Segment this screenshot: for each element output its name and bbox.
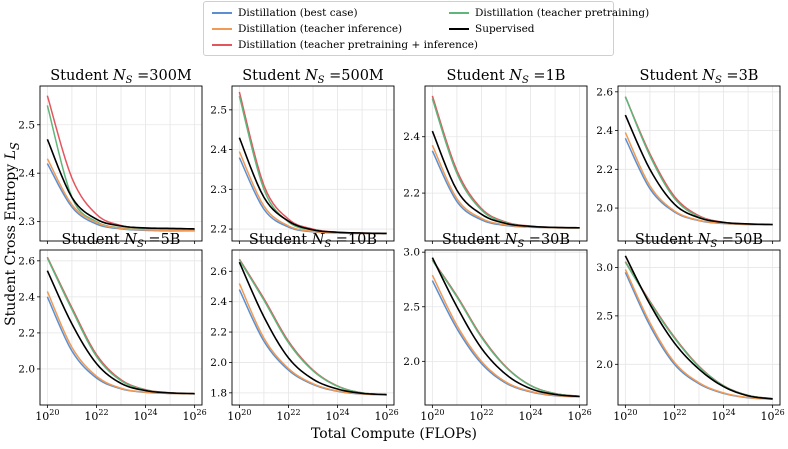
y-tick-label: 2.2 xyxy=(210,327,227,339)
subplot-student-n-s-5b: 2.0 2.2 2.4 2.6 1020 1022 1024 1026 Student NS =… xyxy=(18,232,206,423)
legend-label: Distillation (teacher pretraining + infe… xyxy=(238,39,479,51)
plot-frame xyxy=(39,85,203,242)
y-tick-label: 2.5 xyxy=(210,104,227,116)
series-line-distillation-teacher-inference xyxy=(431,274,580,398)
legend: Distillation (best case) Distillation (t… xyxy=(203,1,649,56)
legend-item-supervised: Supervised xyxy=(449,21,535,37)
plot-frame xyxy=(424,249,588,406)
y-tick-label: 3.0 xyxy=(596,262,613,274)
subplot-title: Student NS =3B xyxy=(640,68,759,86)
subplot-title: Student NS =500M xyxy=(242,68,384,86)
y-tick-label: 2.5 xyxy=(403,301,420,313)
subplot-title: Student NS =1B xyxy=(447,68,566,86)
x-tick-label: 1026 xyxy=(761,408,785,423)
legend-item-teacher-pretraining: Distillation (teacher pretraining) xyxy=(449,5,649,21)
x-tick-label: 1024 xyxy=(325,408,349,423)
x-tick-label: 1022 xyxy=(662,408,686,423)
series-line-supervised xyxy=(46,270,195,395)
subplot-title: Student NS =10B xyxy=(249,232,377,250)
x-tick-label: 1020 xyxy=(613,408,637,423)
x-tick-label: 1022 xyxy=(469,408,493,423)
subplot-student-n-s-1b: 2.2 2.4 Student NS =1B xyxy=(403,68,588,244)
y-tick-label: 2.4 xyxy=(18,168,35,180)
y-tick-label: 2.0 xyxy=(596,359,613,371)
plot-frame xyxy=(424,85,588,242)
y-tick-label: 1.8 xyxy=(210,387,227,399)
legend-swatch xyxy=(212,28,232,30)
y-tick-label: 2.0 xyxy=(18,363,35,375)
y-tick-label: 2.5 xyxy=(596,310,613,322)
y-tick-label: 2.2 xyxy=(596,164,613,176)
legend-swatch xyxy=(449,28,469,30)
x-tick-label: 1024 xyxy=(711,408,735,423)
y-tick-label: 2.4 xyxy=(210,144,227,156)
y-tick-label: 2.6 xyxy=(596,86,613,98)
x-tick-label: 1024 xyxy=(133,408,157,423)
plot-frame xyxy=(617,249,781,406)
y-tick-label: 2.2 xyxy=(210,224,227,236)
legend-label: Distillation (teacher inference) xyxy=(238,23,403,35)
series-line-distillation-teacher-inference xyxy=(624,269,773,400)
subplot-student-n-s-300m: 2.3 2.4 2.5 Student NS =300M xyxy=(18,68,203,244)
x-tick-label: 1020 xyxy=(227,408,251,423)
legend-item-teacher-inference: Distillation (teacher inference) xyxy=(212,21,402,37)
subplot-title: Student NS =50B xyxy=(635,232,763,250)
y-tick-label: 2.4 xyxy=(596,125,613,137)
series-line-supervised xyxy=(624,255,773,400)
series-line-supervised xyxy=(46,138,195,230)
series-line-distillation-teacher-inference xyxy=(46,158,195,232)
y-tick-label: 2.0 xyxy=(403,356,420,368)
y-tick-label: 2.2 xyxy=(403,188,420,200)
plot-frame xyxy=(39,249,203,406)
y-axis-label: Student Cross Entropy LS xyxy=(3,142,22,326)
y-tick-label: 2.4 xyxy=(210,296,227,308)
legend-label: Distillation (best case) xyxy=(238,7,358,19)
y-tick-label: 3.0 xyxy=(403,247,420,259)
y-tick-label: 2.4 xyxy=(18,291,35,303)
legend-swatch xyxy=(212,44,232,46)
subplot-title: Student NS =5B xyxy=(62,232,181,250)
subplot-title: Student NS =300M xyxy=(50,68,192,86)
subplot-student-n-s-3b: 2.0 2.2 2.4 2.6 Student NS =3B xyxy=(596,68,781,244)
x-tick-label: 1022 xyxy=(84,408,108,423)
x-tick-label: 1024 xyxy=(518,408,542,423)
legend-item-best-case: Distillation (best case) xyxy=(212,5,358,21)
series-line-supervised xyxy=(431,130,580,229)
x-tick-label: 1020 xyxy=(35,408,59,423)
legend-label: Distillation (teacher pretraining) xyxy=(475,7,650,19)
y-tick-label: 2.4 xyxy=(403,131,420,143)
legend-label: Supervised xyxy=(475,23,535,35)
x-tick-label: 1026 xyxy=(375,408,399,423)
plot-frame xyxy=(231,85,395,242)
subplot-student-n-s-50b: 2.0 2.5 3.0 1020 1022 1024 1026 Student NS =50B xyxy=(596,232,784,423)
x-tick-label: 1020 xyxy=(420,408,444,423)
series-line-supervised xyxy=(624,114,773,226)
y-tick-label: 2.3 xyxy=(210,184,227,196)
subplot-student-n-s-500m: 2.2 2.3 2.4 2.5 Student NS =500M xyxy=(210,68,395,244)
y-tick-label: 2.0 xyxy=(596,203,613,215)
x-tick-label: 1022 xyxy=(276,408,300,423)
x-axis-label: Total Compute (FLOPs) xyxy=(311,426,477,442)
subplot-title: Student NS =30B xyxy=(442,232,570,250)
subplot-student-n-s-10b: 1.8 2.0 2.2 2.4 2.6 1020 1022 1024 1026 Student N… xyxy=(210,232,398,423)
y-tick-label: 2.2 xyxy=(18,327,35,339)
x-tick-label: 1026 xyxy=(568,408,592,423)
series-line-supervised xyxy=(431,257,580,398)
y-tick-label: 2.6 xyxy=(18,255,35,267)
series-line-supervised xyxy=(238,261,387,396)
y-tick-label: 2.3 xyxy=(18,216,35,228)
subplot-student-n-s-30b: 2.0 2.5 3.0 1020 1022 1024 1026 Student NS =30B xyxy=(403,232,591,423)
legend-item-teacher-pretraining-inference: Distillation (teacher pretraining + infe… xyxy=(212,37,478,53)
y-tick-label: 2.5 xyxy=(18,119,35,131)
legend-swatch xyxy=(212,12,232,14)
x-tick-label: 1026 xyxy=(183,408,207,423)
series-line-supervised xyxy=(238,137,387,235)
y-tick-label: 2.6 xyxy=(210,266,227,278)
legend-swatch xyxy=(449,12,469,14)
plot-frame xyxy=(617,85,781,242)
plot-frame xyxy=(231,249,395,406)
y-tick-label: 2.0 xyxy=(210,357,227,369)
